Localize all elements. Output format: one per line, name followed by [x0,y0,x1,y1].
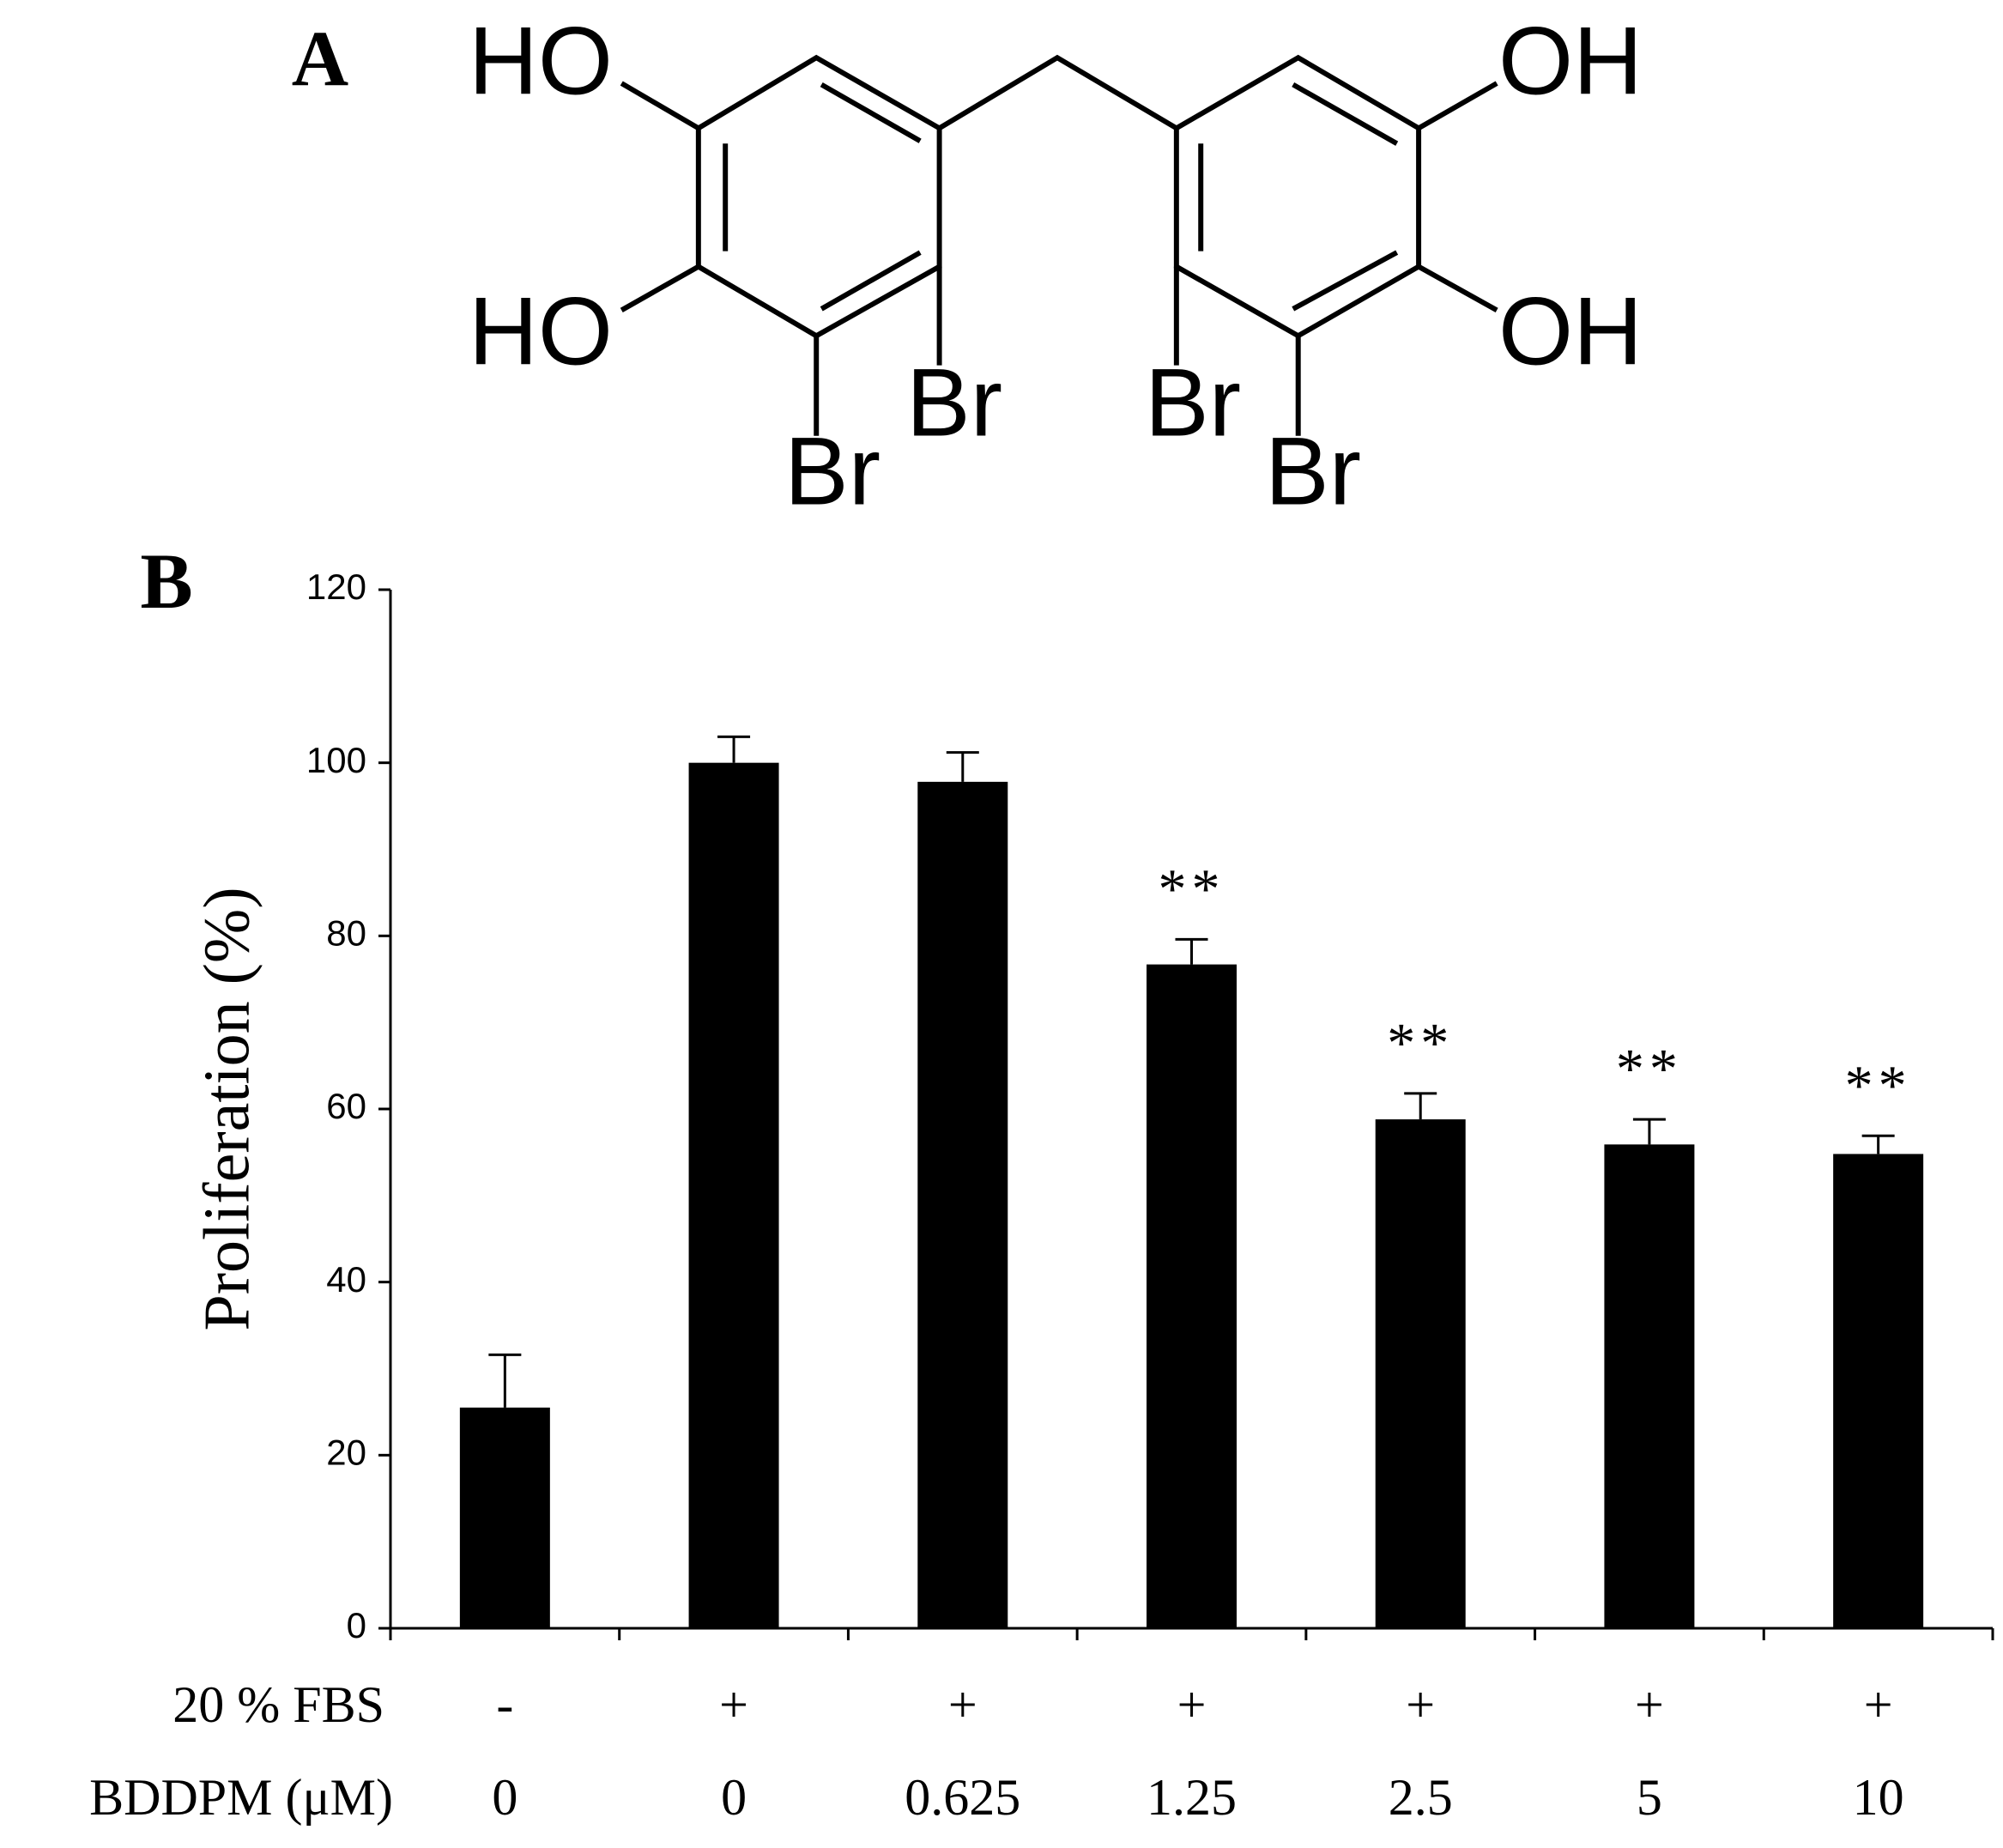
significance: ** [1387,1012,1454,1075]
bond [820,82,922,143]
error-bar [488,1353,522,1408]
fbs-label: - [496,1676,513,1733]
atom-label: Br [1265,418,1361,525]
x-tick-label: 0.625 [905,1769,1020,1826]
x-tick-label: 10 [1853,1769,1904,1826]
bar [1375,1119,1466,1628]
y-axis-title: Proliferation (%) [191,887,263,1330]
bond [620,81,700,130]
x-tick-label: 2.5 [1389,1769,1453,1826]
atom-label: HO [469,8,613,115]
fbs-label: + [1177,1676,1207,1733]
fbs-label: + [1864,1676,1893,1733]
atom-labels: HO HO Br Br Br Br OH OH [469,8,1643,525]
significance: ** [1159,858,1225,921]
bond [1292,250,1399,312]
atom-label: Br [784,418,880,525]
row-label: BDDPM (μM) [89,1769,393,1826]
y-tick-label: 120 [306,567,366,607]
y-tick-label: 100 [306,740,366,780]
atom-label: OH [1498,8,1643,115]
structure [620,54,1498,436]
y-tick-label: 20 [326,1432,366,1472]
bond [1292,82,1399,146]
bond [820,250,922,312]
significance: ** [1616,1038,1683,1100]
y-tick-label: 60 [326,1086,366,1126]
error-bar [1175,937,1208,965]
atom-label: OH [1498,278,1643,385]
fbs-label: + [948,1676,977,1733]
atom-label: HO [469,278,613,385]
x-tick-label: 1.25 [1147,1769,1237,1826]
error-bar [1404,1092,1437,1120]
error-bar [946,751,979,782]
x-tick-label: 5 [1637,1769,1662,1826]
ring [1173,54,1422,339]
atom-label: Br [1145,349,1241,457]
bond [620,264,700,312]
fbs-label: + [1406,1676,1435,1733]
bond [1417,264,1498,312]
error-bar [1861,1134,1895,1154]
error-bar [1632,1118,1666,1145]
y-tick-label: 0 [347,1605,366,1645]
bond [938,54,1178,130]
y-tick-label: 80 [326,912,366,953]
bond [1417,81,1498,130]
significance: ** [1845,1054,1912,1117]
panel-label: A [292,15,348,102]
fbs-label: + [1635,1676,1664,1733]
error-bar [717,735,751,763]
bar [917,781,1008,1628]
panel-label: B [140,537,192,625]
bar [1833,1154,1924,1628]
row-label: 20 % FBS [172,1676,384,1733]
x-tick-label: 0 [492,1769,517,1826]
bar [459,1407,550,1628]
fbs-label: + [719,1676,748,1733]
bar [688,762,779,1628]
y-tick-label: 40 [326,1259,366,1300]
bar [1147,964,1237,1628]
atom-label: Br [906,349,1002,457]
bar [1604,1144,1695,1628]
ring [695,54,942,339]
x-tick-label: 0 [721,1769,747,1826]
